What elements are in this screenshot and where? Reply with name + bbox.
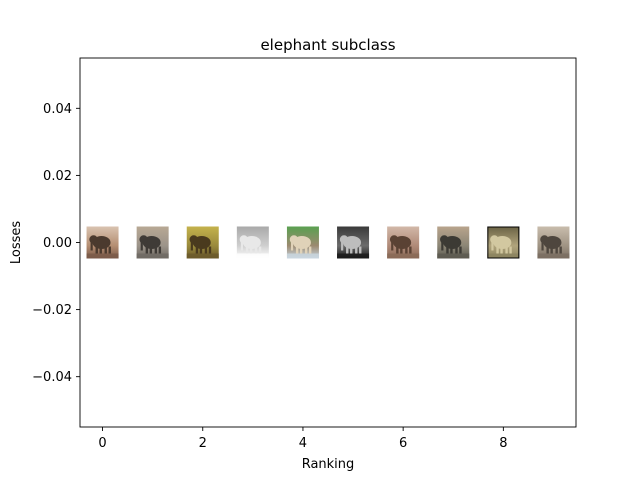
elephant-leg-icon [145, 246, 149, 254]
elephant-trunk-icon [491, 240, 494, 251]
elephant-leg-icon [258, 246, 262, 254]
y-tick-label: 0.02 [43, 169, 72, 184]
thumbnail-ground [337, 253, 370, 259]
elephant-leg-icon [308, 246, 312, 254]
elephant-leg-icon [505, 246, 508, 254]
elephant-leg-icon [149, 246, 153, 254]
elephant-leg-icon [359, 246, 362, 254]
thumbnail-point [537, 226, 570, 259]
elephant-leg-icon [455, 246, 458, 254]
elephant-leg-icon [99, 246, 102, 254]
elephant-leg-icon [559, 246, 562, 254]
elephant-leg-icon [400, 246, 403, 254]
x-tick-label: 4 [299, 436, 307, 451]
x-tick-label: 0 [98, 436, 106, 451]
elephant-leg-icon [546, 246, 549, 254]
y-tick-label: 0.00 [43, 236, 72, 251]
elephant-leg-icon [295, 246, 299, 254]
elephant-leg-icon [350, 246, 353, 254]
thumbnail-point [387, 226, 420, 259]
chart-title: elephant subclass [260, 36, 395, 54]
x-tick-label: 8 [499, 436, 507, 451]
elephant-leg-icon [459, 246, 462, 254]
thumbnail-ground [236, 253, 269, 259]
elephant-trunk-icon [441, 240, 444, 251]
elephant-trunk-icon [290, 240, 294, 251]
thumbnail-ground [487, 253, 520, 259]
y-axis-ticks: 0.04 0.02 0.00 −0.02 −0.04 [32, 102, 80, 385]
elephant-leg-icon [249, 246, 253, 254]
elephant-leg-icon [158, 246, 162, 254]
elephant-leg-icon [346, 246, 349, 254]
thumbnail-ground [437, 253, 470, 259]
elephant-leg-icon [154, 246, 158, 254]
elephant-leg-icon [409, 246, 412, 254]
thumbnail-point [286, 226, 319, 259]
elephant-leg-icon [254, 246, 258, 254]
y-tick-label: 0.04 [43, 102, 72, 117]
elephant-leg-icon [500, 246, 503, 254]
thumbnail-point [136, 226, 169, 259]
elephant-trunk-icon [391, 240, 394, 251]
thumbnail-ground [387, 253, 420, 259]
y-tick-label: −0.02 [32, 303, 72, 318]
elephant-leg-icon [204, 246, 208, 254]
elephant-trunk-icon [140, 240, 143, 251]
elephant-leg-icon [446, 246, 449, 254]
elephant-leg-icon [555, 246, 558, 254]
x-tick-label: 2 [199, 436, 207, 451]
elephant-leg-icon [245, 246, 249, 254]
thumbnail-point [487, 226, 520, 259]
x-tick-label: 6 [399, 436, 407, 451]
elephant-leg-icon [550, 246, 553, 254]
elephant-leg-icon [405, 246, 408, 254]
elephant-leg-icon [104, 246, 107, 254]
elephant-leg-icon [396, 246, 399, 254]
elephant-leg-icon [208, 246, 212, 254]
elephant-leg-icon [199, 246, 203, 254]
elephant-trunk-icon [541, 240, 544, 251]
thumbnail-point [337, 226, 370, 259]
y-tick-label: −0.04 [32, 370, 72, 385]
elephant-leg-icon [450, 246, 453, 254]
x-axis-label: Ranking [302, 457, 355, 472]
elephant-leg-icon [304, 246, 308, 254]
thumbnail-ground [537, 253, 570, 259]
elephant-trunk-icon [90, 240, 93, 251]
thumbnail-ground [186, 253, 219, 259]
elephant-trunk-icon [341, 240, 344, 251]
thumbnail-point [186, 226, 219, 259]
elephant-leg-icon [299, 246, 303, 254]
thumbnail-ground [86, 253, 119, 259]
thumbnail-point [236, 226, 269, 259]
elephant-leg-icon [355, 246, 358, 254]
elephant-trunk-icon [240, 240, 244, 251]
elephant-leg-icon [95, 246, 98, 254]
elephant-trunk-icon [190, 240, 193, 251]
thumbnail-ground [286, 253, 319, 259]
thumbnail-point [86, 226, 119, 259]
elephant-leg-icon [509, 246, 512, 254]
thumbnail-markers [86, 226, 570, 259]
thumbnail-point [437, 226, 470, 259]
elephant-leg-icon [108, 246, 111, 254]
elephant-leg-icon [496, 246, 499, 254]
y-axis-label: Losses [9, 221, 24, 265]
x-axis-ticks: 0 2 4 6 8 [98, 427, 507, 451]
elephant-leg-icon [195, 246, 199, 254]
thumbnail-border [487, 226, 520, 259]
thumbnail-ground [136, 253, 169, 259]
